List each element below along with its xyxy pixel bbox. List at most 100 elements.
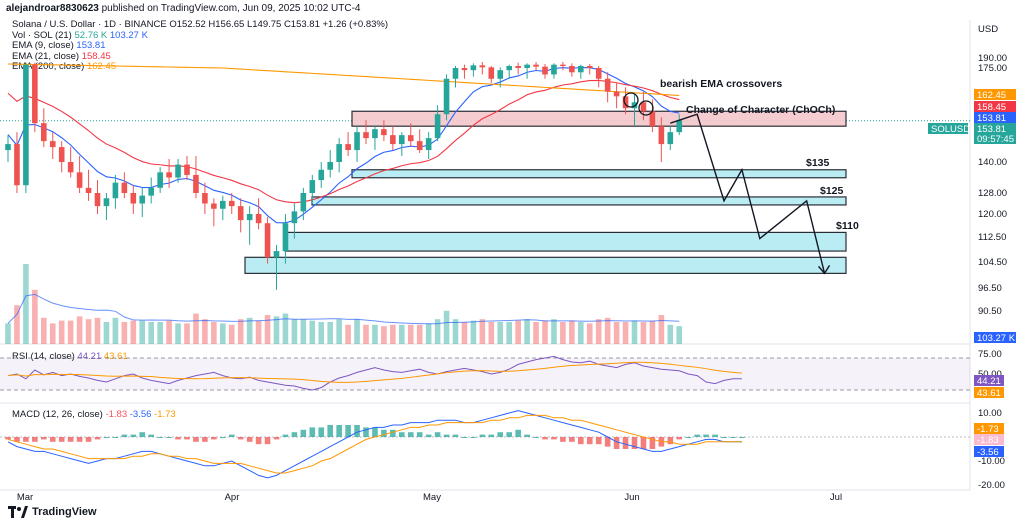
macd-badge-label: -3.56 (977, 447, 999, 458)
macd-badge-label: -1.73 (977, 424, 999, 435)
volume-value: 52.76 K (74, 29, 108, 41)
macd-histogram-bar (246, 437, 253, 442)
ema-layer (7, 63, 680, 224)
macd-histogram-bar (506, 432, 512, 437)
annotation-crossover: bearish EMA crossovers (660, 78, 782, 90)
candles-layer (5, 62, 683, 290)
candle-body (220, 200, 226, 209)
macd-histogram-bar (613, 437, 620, 449)
volume-bar (327, 322, 333, 344)
volume-bar (318, 322, 325, 344)
symbol-title: Solana / U.S. Dollar · 1D · BINANCE (12, 19, 167, 30)
volume-bar (524, 319, 530, 344)
rsi-badge (974, 375, 1004, 386)
macd-histogram-bar (703, 434, 709, 437)
price-badge-label: 158.45 (977, 102, 1006, 113)
volume-bar (175, 323, 181, 344)
macd-histogram-bar (604, 437, 611, 447)
candle-body (595, 68, 602, 79)
volume-bar (381, 326, 387, 344)
x-axis-tick-label: May (423, 492, 441, 503)
macd-histogram-bar (228, 434, 235, 437)
volume-bar (569, 320, 575, 344)
tradingview-logo-icon (8, 506, 28, 518)
macd-histogram-bar (103, 437, 110, 438)
macd-histogram-bar (595, 437, 602, 445)
volume-ma-value: 103.27 K (109, 29, 148, 41)
macd-histogram-bar (488, 434, 495, 437)
macd-histogram-bar (41, 437, 47, 440)
candle-body (202, 193, 208, 204)
rsi-axis-tick-label: 75.00 (978, 349, 1002, 360)
volume-bar (667, 324, 674, 344)
volume-bar (336, 319, 342, 344)
candle-body (76, 172, 83, 188)
volume-bar (14, 305, 20, 344)
candle-body (640, 102, 647, 112)
volume-bar (399, 324, 405, 344)
volume-bar (282, 313, 289, 344)
volume-bar (551, 319, 557, 344)
macd-histogram-bar (631, 437, 638, 449)
macd-histogram-bar (273, 437, 280, 440)
rsi-value: 44.21 (77, 351, 102, 362)
macd-hist-value: -1.83 (105, 409, 128, 420)
macd-layer (0, 410, 970, 479)
zones-layer (244, 110, 847, 274)
main-legend: Solana / U.S. Dollar · 1D · BINANCE O152… (12, 19, 388, 73)
candle-body (32, 64, 38, 124)
macd-line-value: -3.56 (129, 409, 152, 420)
volume-bar (372, 324, 378, 344)
candle-body (184, 164, 190, 175)
y-axis-tick-label: 175.00 (978, 63, 1007, 74)
candle-body (345, 144, 351, 151)
volume-bar (488, 322, 495, 344)
candle-body (228, 200, 235, 207)
crossover-circle-1 (623, 92, 639, 108)
x-axis-tick-label: Mar (17, 492, 33, 503)
ema9-value: 153.81 (76, 40, 106, 51)
macd-name: MACD (12, 26, close) (12, 409, 103, 420)
candle-body (631, 102, 638, 109)
macd-histogram-bar (148, 434, 154, 437)
volume-bar (443, 310, 450, 344)
price-axis-currency: USD (978, 24, 998, 35)
macd-histogram-bar (300, 429, 307, 437)
macd-histogram-bar (470, 437, 477, 438)
volume-bar (363, 324, 369, 344)
candle-body (658, 126, 665, 145)
candle-body (14, 144, 20, 186)
volume-bar (246, 317, 253, 344)
volume-bar (76, 316, 83, 344)
macd-histogram-bar (309, 427, 316, 437)
macd-histogram-bar (14, 437, 20, 442)
volume-bar (506, 322, 512, 344)
legend-ema9-row: EMA (9, close) 153.81 (12, 40, 388, 52)
macd-histogram-bar (497, 432, 504, 437)
macd-badge (974, 423, 1004, 434)
candle-body (41, 123, 47, 142)
support-zone (284, 231, 847, 252)
macd-histogram-bar (461, 437, 468, 438)
volume-bar (130, 320, 137, 344)
projection-arrowhead (818, 265, 831, 275)
candle-body (273, 251, 280, 258)
macd-histogram-bar (640, 437, 647, 449)
price-badge (974, 123, 1016, 134)
candle-body (58, 147, 65, 162)
macd-histogram-bar (515, 429, 521, 437)
candle-body (363, 132, 369, 139)
candle-body (551, 64, 557, 75)
volume-bar (649, 320, 656, 344)
x-axis-tick-label: Jun (624, 492, 639, 503)
publisher-header: alejandroar8830623 published on TradingV… (6, 3, 361, 14)
candle-body (291, 211, 298, 224)
volume-bar (5, 323, 11, 344)
macd-histogram-bar (730, 437, 736, 438)
candle-body (354, 132, 360, 151)
volume-bar (121, 322, 128, 344)
annotation-level-135: $135 (806, 157, 830, 169)
candle-body (390, 135, 396, 145)
macd-histogram-bar (130, 434, 137, 437)
